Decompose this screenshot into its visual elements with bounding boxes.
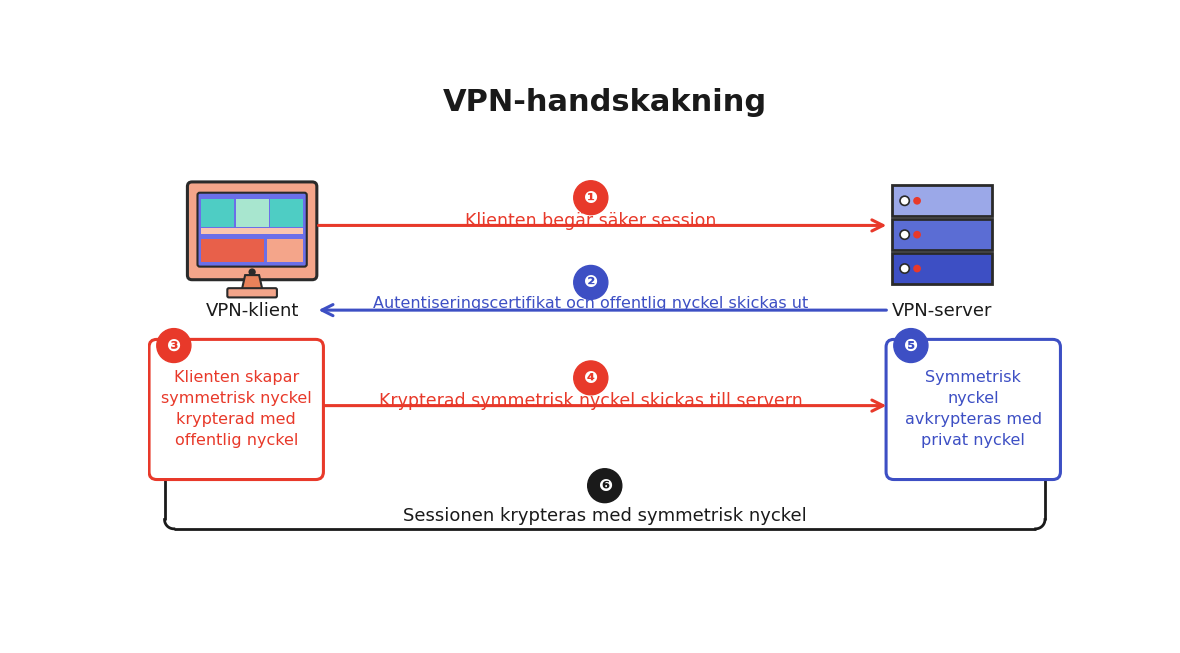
Text: ❶: ❶	[584, 189, 598, 207]
Circle shape	[249, 269, 255, 275]
Circle shape	[900, 230, 910, 239]
Text: Autentiseringscertifikat och offentlig nyckel skickas ut: Autentiseringscertifikat och offentlig n…	[373, 296, 808, 311]
Bar	[202, 228, 303, 234]
Bar	[202, 199, 234, 227]
Bar	[202, 239, 264, 262]
FancyBboxPatch shape	[886, 340, 1061, 479]
Text: ❻: ❻	[598, 477, 611, 495]
Bar	[892, 219, 992, 250]
Circle shape	[573, 181, 608, 215]
Circle shape	[900, 196, 910, 206]
Text: ❹: ❹	[584, 369, 598, 387]
Circle shape	[588, 469, 622, 503]
Bar	[236, 199, 269, 227]
Text: ❺: ❺	[904, 336, 918, 355]
Circle shape	[913, 197, 920, 204]
Text: Krypterad symmetrisk nyckel skickas till servern: Krypterad symmetrisk nyckel skickas till…	[379, 392, 802, 409]
Text: ❸: ❸	[166, 336, 181, 355]
Circle shape	[157, 328, 191, 362]
Circle shape	[900, 264, 910, 273]
Bar	[892, 253, 992, 284]
Text: Klienten skapar
symmetrisk nyckel
krypterad med
offentlig nyckel: Klienten skapar symmetrisk nyckel krypte…	[160, 370, 312, 449]
Bar	[892, 185, 992, 216]
Polygon shape	[242, 275, 263, 291]
Circle shape	[913, 264, 920, 272]
Text: Klienten begär säker session: Klienten begär säker session	[465, 212, 716, 230]
Circle shape	[573, 361, 608, 395]
Bar	[268, 239, 303, 262]
Text: VPN-handskakning: VPN-handskakning	[442, 88, 767, 117]
Circle shape	[573, 266, 608, 299]
Text: ❷: ❷	[584, 274, 598, 291]
Text: Sessionen krypteras med symmetrisk nyckel: Sessionen krypteras med symmetrisk nycke…	[402, 507, 807, 525]
FancyBboxPatch shape	[197, 193, 307, 266]
FancyBboxPatch shape	[228, 288, 277, 297]
Text: Symmetrisk
nyckel
avkrypteras med
privat nyckel: Symmetrisk nyckel avkrypteras med privat…	[905, 370, 1042, 449]
Text: VPN-klient: VPN-klient	[205, 302, 299, 321]
Text: VPN-server: VPN-server	[892, 302, 992, 321]
Bar	[270, 199, 303, 227]
FancyBboxPatch shape	[188, 182, 317, 279]
FancyBboxPatch shape	[149, 340, 323, 479]
Circle shape	[893, 328, 927, 362]
Circle shape	[913, 231, 920, 238]
